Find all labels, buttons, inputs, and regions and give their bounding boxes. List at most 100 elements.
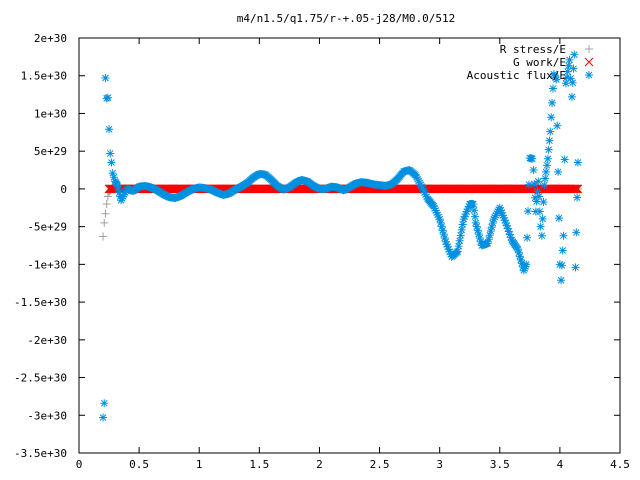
data-point [438, 226, 447, 235]
y-tick-label: 5e+29 [34, 145, 67, 158]
data-point [435, 215, 444, 224]
data-point [470, 206, 479, 215]
data-point [457, 225, 466, 234]
y-tick-label: -2e+30 [27, 334, 67, 347]
data-point [514, 248, 523, 257]
data-point [534, 177, 543, 186]
data-point [548, 98, 557, 107]
data-point [496, 206, 505, 215]
data-point [432, 208, 441, 217]
data-point [488, 219, 497, 228]
data-point [564, 61, 573, 70]
data-point [460, 212, 469, 221]
data-point [535, 207, 544, 216]
data-point [531, 193, 540, 202]
data-point [570, 184, 580, 194]
data-point [437, 222, 446, 231]
data-point [566, 74, 575, 83]
data-point [543, 154, 552, 163]
data-point [545, 136, 554, 145]
data-point [547, 113, 556, 122]
data-point [489, 215, 498, 224]
data-point [504, 227, 513, 236]
data-point [436, 218, 445, 227]
data-point [568, 78, 577, 87]
x-tick-label: 0.5 [129, 458, 149, 471]
plot-border [78, 37, 621, 454]
data-point [458, 220, 467, 229]
data-point [462, 207, 471, 216]
data-point [532, 197, 541, 206]
data-point [520, 264, 529, 273]
x-tick-label: 3.5 [490, 458, 510, 471]
data-point [472, 222, 481, 231]
data-point [557, 261, 566, 270]
data-point [517, 259, 526, 268]
data-point [422, 192, 431, 201]
data-point [442, 240, 451, 249]
data-point [434, 212, 443, 221]
data-point [490, 213, 499, 222]
data-point [533, 187, 542, 196]
data-point [487, 223, 496, 232]
data-point [516, 255, 525, 264]
data-point [471, 218, 480, 227]
data-point [429, 202, 438, 211]
y-tick-label: -1e+30 [27, 258, 67, 271]
data-point [524, 207, 533, 216]
data-point [528, 154, 537, 163]
axes: 0 0.5 1 1.5 2 2.5 3 3.5 4 4.5 2e+30 1.5e+30 1e+30 5e+… [14, 32, 630, 471]
data-point [503, 224, 512, 233]
data-point [121, 188, 130, 197]
data-point [548, 84, 557, 93]
data-point [554, 167, 563, 176]
data-point [535, 192, 544, 201]
data-point [539, 197, 548, 206]
x-tick-label: 2.5 [370, 458, 390, 471]
data-point [415, 178, 424, 187]
data-point [115, 188, 124, 197]
data-point [100, 218, 109, 227]
data-point [515, 252, 524, 261]
data-point [495, 203, 504, 212]
data-point [544, 145, 553, 154]
data-point [502, 221, 511, 230]
data-point [549, 70, 558, 79]
data-point [521, 262, 530, 271]
data-point [523, 233, 532, 242]
data-point [461, 210, 470, 219]
data-point [441, 237, 450, 246]
data-point [105, 125, 114, 134]
data-point [558, 246, 567, 255]
data-point [101, 209, 110, 218]
data-point [519, 266, 528, 275]
data-point [561, 79, 570, 88]
data-point [559, 231, 568, 240]
data-point [470, 212, 479, 221]
x-tick-label: 4 [557, 458, 564, 471]
data-point [113, 181, 122, 190]
data-point [569, 64, 578, 73]
data-point [573, 193, 582, 202]
data-point [455, 236, 464, 245]
data-point [99, 413, 108, 422]
y-tick-label: 0 [60, 183, 67, 196]
data-point [433, 210, 442, 219]
data-point [114, 184, 123, 193]
data-point [109, 173, 118, 182]
data-point [540, 181, 549, 190]
data-point [513, 245, 522, 254]
x-tick-label: 3 [436, 458, 443, 471]
data-point [443, 242, 452, 251]
data-point [99, 232, 108, 241]
legend-marker [584, 57, 594, 67]
data-point [439, 230, 448, 239]
x-tick-label: 1.5 [249, 458, 269, 471]
data-point [475, 233, 484, 242]
data-point [501, 218, 510, 227]
data-point [103, 93, 112, 102]
data-point [120, 190, 129, 199]
data-point [440, 233, 449, 242]
